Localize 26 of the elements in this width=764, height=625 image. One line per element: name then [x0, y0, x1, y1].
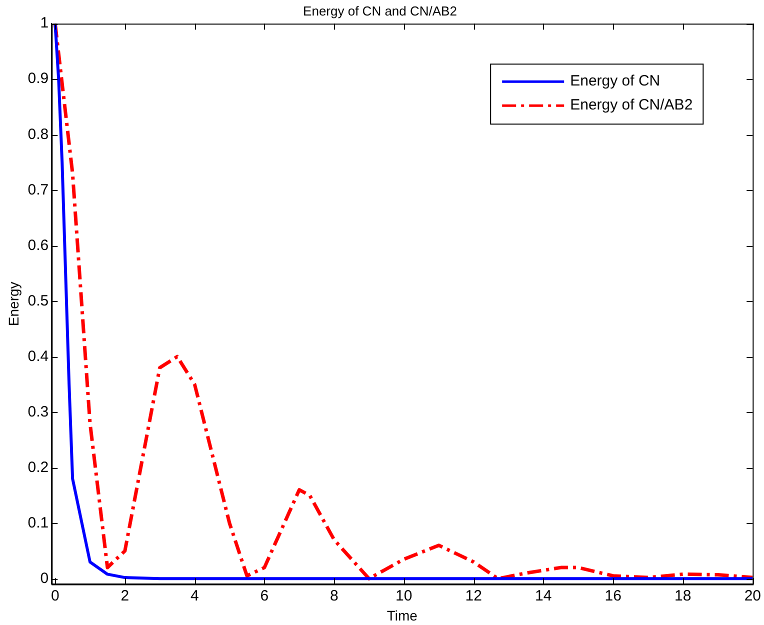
x-axis-title: Time — [386, 607, 418, 624]
y-tick-label: 0.2 — [28, 458, 49, 476]
x-tick-label: 18 — [674, 587, 692, 604]
x-tick-label: 10 — [396, 587, 412, 604]
y-tick-label: 1 — [40, 14, 49, 32]
legend-label: Energy of CN/AB2 — [570, 96, 693, 114]
x-tick-label: 4 — [190, 587, 199, 604]
y-tick-label: 0.6 — [28, 236, 49, 254]
y-tick-label: 0.1 — [28, 514, 49, 532]
y-tick-label: 0.7 — [28, 181, 49, 198]
x-tick-label: 12 — [465, 587, 482, 604]
x-tick-label: 8 — [330, 587, 338, 604]
x-tick-label: 20 — [744, 587, 761, 604]
x-tick-label: 16 — [604, 587, 622, 604]
y-tick-label: 0 — [40, 570, 49, 587]
y-tick-label: 0.5 — [28, 292, 49, 310]
y-tick-label: 0.8 — [28, 126, 49, 143]
x-tick-label: 2 — [120, 587, 130, 604]
y-tick-label: 0.3 — [28, 403, 49, 420]
y-tick-label: 0.9 — [28, 70, 49, 88]
legend-label: Energy of CN — [570, 72, 660, 90]
y-tick-label: 0.4 — [28, 348, 49, 365]
x-tick-label: 14 — [535, 587, 552, 604]
chart-title: Energy of CN and CN/AB2 — [303, 3, 457, 18]
x-tick-label: 6 — [260, 587, 269, 604]
y-axis-title: Energy — [5, 282, 22, 326]
